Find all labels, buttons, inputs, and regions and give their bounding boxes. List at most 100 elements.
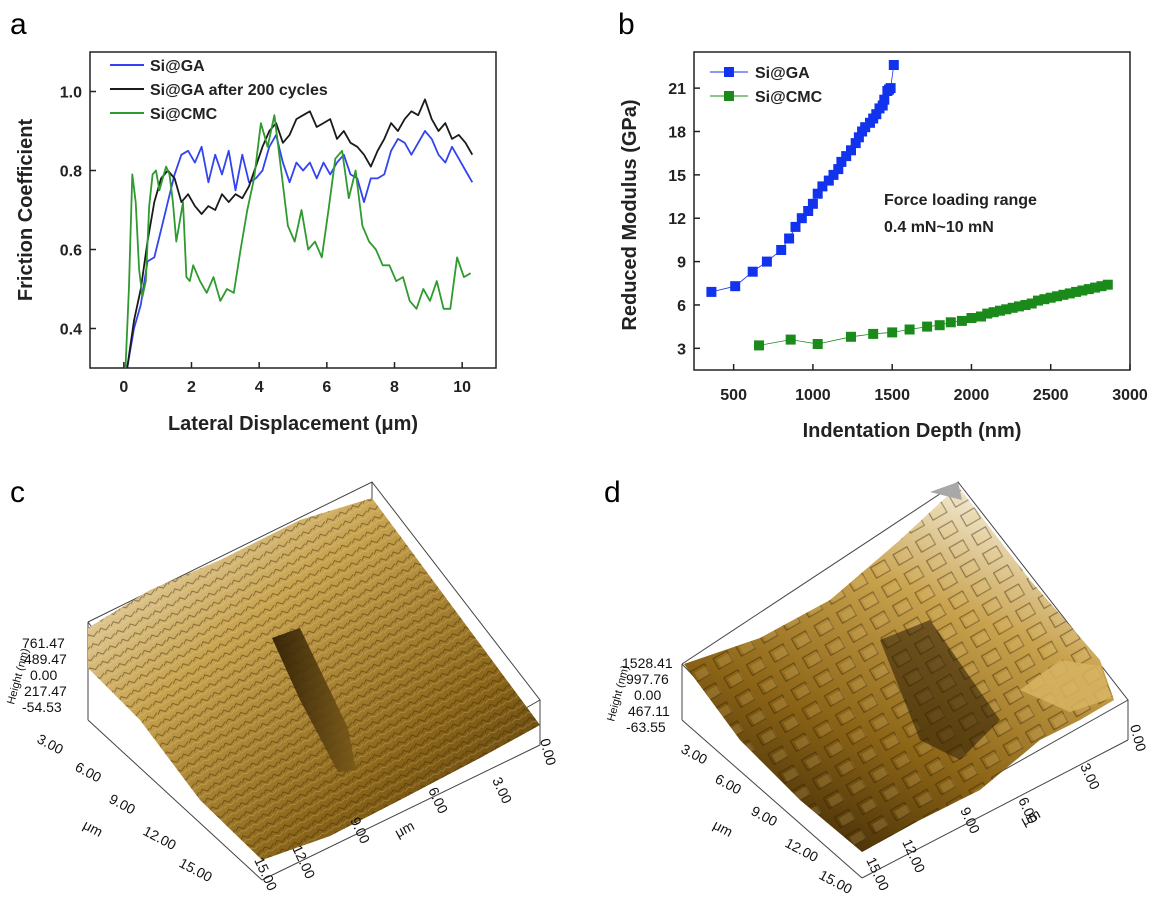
afm-d-y-tick-4: 12.00 <box>783 835 822 866</box>
afm-d-z-tick-4: 467.11 <box>628 703 670 719</box>
afm-d-y-tick-2: 6.00 <box>713 771 745 798</box>
legend-si-ga-200: Si@GA after 200 cycles <box>150 82 328 99</box>
friction-xtick-label: 8 <box>390 379 399 396</box>
modulus-point <box>886 83 896 93</box>
modulus-point <box>946 317 956 327</box>
afm-c-z-tick-3: 0.00 <box>30 667 57 683</box>
afm-d-z-tick-5: -63.55 <box>626 719 666 735</box>
afm-c-x-tick-4: 9.00 <box>347 815 373 847</box>
modulus-point <box>868 329 878 339</box>
modulus-xtick-label: 2500 <box>1033 387 1069 404</box>
annotation-line-2: 0.4 mN~10 mN <box>884 219 994 236</box>
legend-marker-si-cmc <box>724 91 734 101</box>
modulus-ylabel: Reduced Modulus (GPa) <box>619 99 641 330</box>
afm-d-z-tick-3: 0.00 <box>634 687 661 703</box>
friction-chart: 0 2 4 6 8 10 0.4 0.6 0.8 1.0 Lateral Displacement… <box>15 52 496 435</box>
modulus-point <box>935 320 945 330</box>
afm-surface-c: 761.47 489.47 0.00 217.47 -54.53 Height … <box>5 482 559 893</box>
modulus-point <box>776 245 786 255</box>
modulus-point <box>887 327 897 337</box>
friction-ytick-label: 0.8 <box>60 164 82 181</box>
afm-c-y-tick-3: 9.00 <box>107 791 139 818</box>
modulus-xtick-label: 3000 <box>1112 387 1148 404</box>
modulus-point <box>706 287 716 297</box>
afm-d-z-tick-2: 997.76 <box>626 671 669 687</box>
afm-c-unit-left: μm <box>81 817 106 840</box>
modulus-xtick-label: 2000 <box>954 387 990 404</box>
afm-d-y-tick-3: 9.00 <box>749 803 781 830</box>
modulus-point <box>784 234 794 244</box>
friction-series-2 <box>126 115 471 368</box>
afm-c-x-tick-2: 3.00 <box>489 775 515 807</box>
modulus-ytick-label: 9 <box>677 255 686 272</box>
modulus-point <box>808 199 818 209</box>
modulus-chart: 500 1000 1500 2000 2500 3000 3 6 9 12 15 18 21 Inden… <box>619 52 1148 442</box>
modulus-ytick-label: 3 <box>677 341 686 358</box>
legend-si-cmc: Si@CMC <box>150 106 218 123</box>
modulus-point <box>754 340 764 350</box>
annotation-line-1: Force loading range <box>884 192 1037 209</box>
modulus-ytick-label: 12 <box>668 211 686 228</box>
afm-c-z-tick-1: 761.47 <box>22 635 65 651</box>
modulus-point <box>846 332 856 342</box>
afm-d-x-tick-6: 15.00 <box>863 855 892 894</box>
afm-c-x-tick-3: 6.00 <box>425 785 451 817</box>
friction-xtick-label: 6 <box>322 379 331 396</box>
friction-ytick-label: 0.4 <box>60 322 82 339</box>
friction-xtick-label: 4 <box>255 379 264 396</box>
afm-d-y-tick-1: 3.00 <box>679 741 711 768</box>
friction-xtick-label: 10 <box>453 379 471 396</box>
modulus-ytick-label: 6 <box>677 298 686 315</box>
afm-c-y-tick-2: 6.00 <box>73 759 105 786</box>
modulus-point <box>922 322 932 332</box>
modulus-xtick-label: 500 <box>720 387 747 404</box>
modulus-point <box>762 257 772 267</box>
modulus-point <box>957 316 967 326</box>
modulus-point <box>791 222 801 232</box>
friction-xtick-label: 0 <box>119 379 128 396</box>
legend-marker-si-ga <box>724 67 734 77</box>
modulus-point <box>748 267 758 277</box>
legend-si-ga: Si@GA <box>150 58 205 75</box>
modulus-point <box>905 325 915 335</box>
legend-b-si-ga: Si@GA <box>755 65 810 82</box>
legend-b-si-cmc: Si@CMC <box>755 89 823 106</box>
modulus-xlabel: Indentation Depth (nm) <box>803 420 1022 442</box>
modulus-ytick-label: 21 <box>668 81 686 98</box>
afm-d-x-tick-1: 0.00 <box>1127 723 1150 754</box>
modulus-point <box>889 60 899 70</box>
friction-ytick-label: 0.6 <box>60 243 82 260</box>
friction-xlabel: Lateral Displacement (μm) <box>168 413 418 435</box>
friction-plot-frame <box>90 52 496 368</box>
afm-c-z-tick-4: 217.47 <box>24 683 67 699</box>
afm-c-unit-right: μm <box>392 817 417 840</box>
friction-ylabel: Friction Coefficient <box>15 119 37 302</box>
afm-c-z-tick-5: -54.53 <box>22 699 62 715</box>
afm-c-y-tick-4: 12.00 <box>141 823 180 854</box>
modulus-ytick-label: 15 <box>668 168 686 185</box>
afm-d-x-tick-4: 9.00 <box>957 805 983 837</box>
afm-d-y-tick-5: 15.00 <box>817 867 856 898</box>
modulus-point <box>1103 280 1113 290</box>
afm-c-y-tick-5: 15.00 <box>177 855 216 886</box>
modulus-ytick-label: 18 <box>668 125 686 142</box>
modulus-point <box>967 313 977 323</box>
afm-surface-d: 1528.41 997.76 0.00 467.11 -63.55 Height… <box>605 482 1149 897</box>
modulus-point <box>730 281 740 291</box>
modulus-xtick-label: 1000 <box>795 387 831 404</box>
afm-c-x-tick-1: 0.00 <box>537 737 560 768</box>
friction-xtick-label: 2 <box>187 379 196 396</box>
afm-d-x-tick-2: 3.00 <box>1077 761 1103 793</box>
friction-ytick-label: 1.0 <box>60 85 82 102</box>
friction-legend: Si@GA Si@GA after 200 cycles Si@CMC <box>110 58 328 123</box>
afm-d-unit-left: μm <box>711 817 736 840</box>
modulus-point <box>786 335 796 345</box>
modulus-point <box>879 95 889 105</box>
friction-series-0 <box>127 131 472 368</box>
modulus-xtick-label: 1500 <box>874 387 910 404</box>
afm-c-x-tick-5: 12.00 <box>289 843 318 882</box>
modulus-legend: Si@GA Si@CMC <box>710 65 823 106</box>
modulus-point <box>813 339 823 349</box>
afm-c-y-tick-1: 3.00 <box>35 731 67 758</box>
